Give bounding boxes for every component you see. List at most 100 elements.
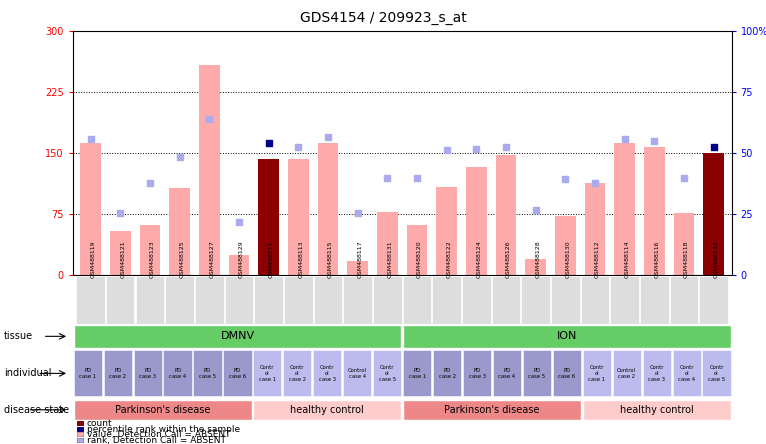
Bar bbox=[373, 350, 401, 396]
Point bbox=[381, 174, 394, 181]
Bar bbox=[583, 400, 731, 420]
Bar bbox=[74, 350, 102, 396]
Point bbox=[233, 219, 245, 226]
Bar bbox=[74, 325, 401, 348]
Bar bbox=[492, 276, 520, 324]
Bar bbox=[613, 350, 641, 396]
Text: GSM488119: GSM488119 bbox=[90, 240, 96, 278]
Text: Contr
ol
case 3: Contr ol case 3 bbox=[648, 365, 665, 382]
Bar bbox=[496, 155, 516, 275]
Bar bbox=[136, 276, 164, 324]
Point bbox=[440, 147, 453, 154]
Bar bbox=[284, 276, 313, 324]
Text: PD
case 5: PD case 5 bbox=[199, 368, 216, 379]
Text: GSM488122: GSM488122 bbox=[447, 240, 452, 278]
Text: Contr
ol
case 5: Contr ol case 5 bbox=[378, 365, 396, 382]
Text: PD
case 4: PD case 4 bbox=[499, 368, 516, 379]
Bar bbox=[583, 350, 611, 396]
Text: GSM488115: GSM488115 bbox=[328, 240, 333, 278]
Text: PD
case 3: PD case 3 bbox=[469, 368, 486, 379]
Bar bbox=[377, 212, 398, 275]
Text: GSM488111: GSM488111 bbox=[269, 240, 273, 278]
Point bbox=[529, 206, 542, 214]
Bar bbox=[555, 216, 576, 275]
Text: GSM488127: GSM488127 bbox=[209, 240, 214, 278]
Text: Contr
ol
case 2: Contr ol case 2 bbox=[289, 365, 306, 382]
Bar bbox=[254, 400, 401, 420]
Text: PD
case 2: PD case 2 bbox=[438, 368, 456, 379]
Bar bbox=[110, 230, 131, 275]
Text: individual: individual bbox=[4, 369, 51, 378]
Bar bbox=[195, 276, 224, 324]
Text: PD
case 3: PD case 3 bbox=[139, 368, 156, 379]
Bar bbox=[313, 350, 342, 396]
Text: value, Detection Call = ABSENT: value, Detection Call = ABSENT bbox=[87, 430, 230, 440]
Text: GSM488120: GSM488120 bbox=[417, 240, 422, 278]
Text: GSM488117: GSM488117 bbox=[358, 240, 362, 278]
Bar bbox=[74, 400, 251, 420]
Text: rank, Detection Call = ABSENT: rank, Detection Call = ABSENT bbox=[87, 436, 225, 444]
Text: Control
case 2: Control case 2 bbox=[617, 368, 637, 379]
Point bbox=[144, 180, 156, 187]
Text: GSM488114: GSM488114 bbox=[625, 240, 630, 278]
Point bbox=[411, 174, 423, 181]
Text: PD
case 4: PD case 4 bbox=[169, 368, 186, 379]
Text: GSM488124: GSM488124 bbox=[476, 240, 481, 278]
Point bbox=[173, 154, 185, 161]
Bar bbox=[283, 350, 312, 396]
Bar bbox=[106, 276, 135, 324]
Text: PD
case 5: PD case 5 bbox=[529, 368, 545, 379]
Bar bbox=[673, 213, 695, 275]
Text: PD
case 6: PD case 6 bbox=[558, 368, 575, 379]
Bar bbox=[553, 350, 581, 396]
Text: PD
case 1: PD case 1 bbox=[408, 368, 426, 379]
Bar bbox=[103, 350, 132, 396]
Bar bbox=[403, 350, 431, 396]
Bar bbox=[703, 153, 724, 275]
Text: GSM488118: GSM488118 bbox=[684, 240, 689, 278]
Text: GSM488130: GSM488130 bbox=[565, 240, 571, 278]
Text: GSM488128: GSM488128 bbox=[535, 240, 541, 278]
Point bbox=[114, 209, 126, 216]
Text: Parkinson's disease: Parkinson's disease bbox=[444, 405, 540, 415]
Point bbox=[500, 144, 512, 151]
Text: PD
case 1: PD case 1 bbox=[79, 368, 97, 379]
Bar bbox=[673, 350, 701, 396]
Point bbox=[648, 137, 660, 144]
Text: GSM488123: GSM488123 bbox=[150, 240, 155, 278]
Bar bbox=[163, 350, 192, 396]
Text: percentile rank within the sample: percentile rank within the sample bbox=[87, 424, 240, 434]
Bar bbox=[254, 276, 283, 324]
Point bbox=[708, 144, 720, 151]
Point bbox=[322, 133, 334, 140]
Point bbox=[559, 176, 571, 183]
Bar bbox=[194, 350, 221, 396]
Bar bbox=[199, 65, 220, 275]
Bar bbox=[224, 350, 251, 396]
Point bbox=[352, 209, 364, 216]
Text: PD
case 6: PD case 6 bbox=[229, 368, 246, 379]
Text: Contr
ol
case 1: Contr ol case 1 bbox=[259, 365, 276, 382]
Bar bbox=[165, 276, 194, 324]
Point bbox=[619, 136, 631, 143]
Point bbox=[84, 135, 97, 142]
Bar bbox=[669, 276, 699, 324]
Bar bbox=[169, 188, 190, 275]
Text: ION: ION bbox=[557, 331, 577, 341]
Bar bbox=[403, 400, 581, 420]
Text: GSM488113: GSM488113 bbox=[298, 240, 303, 278]
Text: disease state: disease state bbox=[4, 405, 69, 415]
Bar bbox=[437, 187, 457, 275]
Text: PD
case 2: PD case 2 bbox=[109, 368, 126, 379]
Bar bbox=[581, 276, 609, 324]
Bar bbox=[584, 183, 605, 275]
Point bbox=[470, 146, 483, 153]
Text: tissue: tissue bbox=[4, 331, 33, 341]
Bar bbox=[224, 276, 254, 324]
Bar bbox=[343, 276, 372, 324]
Text: GSM488116: GSM488116 bbox=[654, 240, 660, 278]
Bar bbox=[288, 159, 309, 275]
Bar bbox=[614, 143, 635, 275]
Bar bbox=[493, 350, 521, 396]
Bar bbox=[139, 225, 160, 275]
